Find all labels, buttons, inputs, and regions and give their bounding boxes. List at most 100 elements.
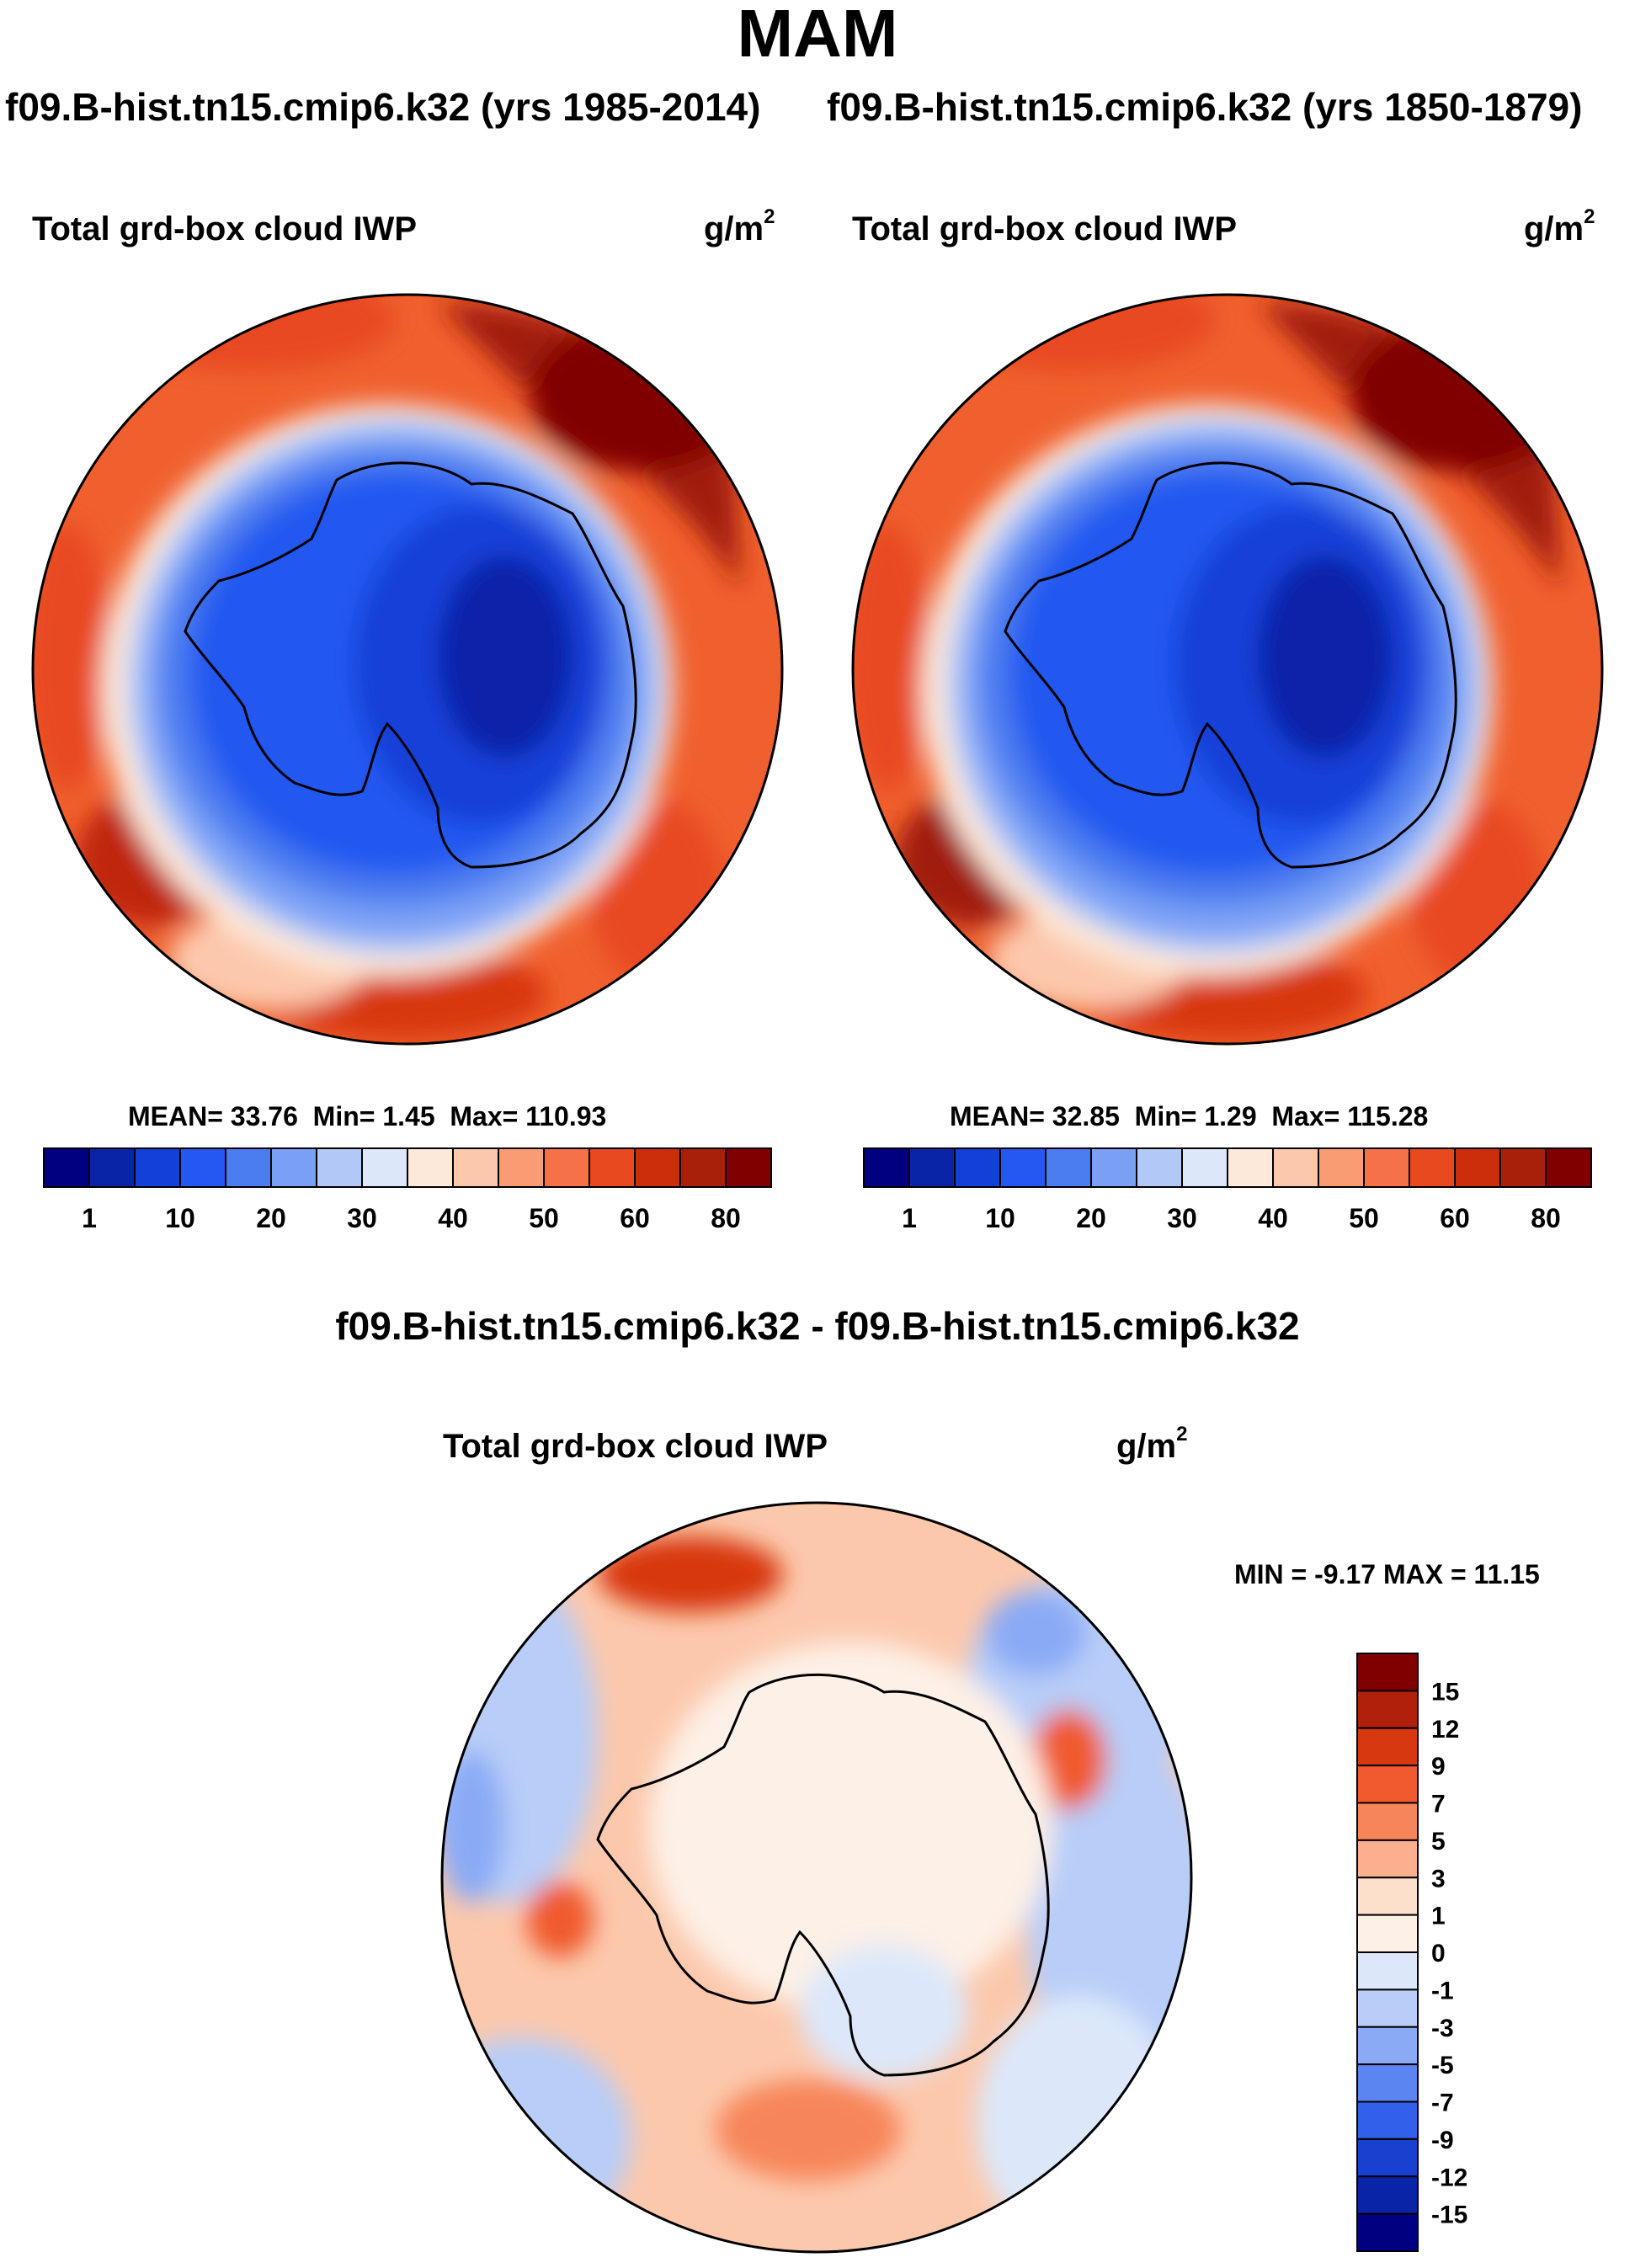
colorbar3-swatch [1356,1802,1419,1841]
colorbar3-swatch [1356,1690,1419,1729]
colorbar3-swatch [1356,1877,1419,1916]
panel2-max-value: 115.28 [1347,1101,1429,1131]
panel2-min-label: Min= [1134,1101,1197,1131]
colorbar3-swatch [1356,2063,1419,2103]
colorbar1-tick-label: 60 [620,1203,650,1233]
panel1-units: g/m2 [704,205,775,248]
colorbar1-swatch [452,1147,499,1188]
panel2-mean-value: 32.85 [1052,1101,1120,1131]
colorbar2-swatch [1409,1147,1456,1188]
map-panel1 [31,293,784,1046]
colorbar2-swatch [1090,1147,1137,1188]
colorbar3-tick-label: -3 [1431,2015,1454,2042]
map2-border [851,293,1604,1046]
colorbar3-tick-label: 15 [1431,1678,1459,1706]
panel1-max-value: 110.93 [525,1101,607,1131]
colorbar2-tick-label: 60 [1440,1203,1470,1233]
colorbar3-tick-label: -12 [1431,2164,1467,2191]
map-panel2 [851,293,1604,1046]
colorbar3-tick-label: 9 [1431,1753,1446,1781]
panel2-min-value: 1.29 [1204,1101,1257,1131]
colorbar2-tick-label: 10 [985,1203,1015,1233]
colorbar1-swatch [134,1147,181,1188]
colorbar2-swatch [1499,1147,1547,1188]
colorbar1-tick-label: 20 [256,1203,286,1233]
colorbar3-swatch [1356,1914,1419,1953]
colorbar3-swatch [1356,2138,1419,2178]
colorbar3-tick-label: 5 [1431,1828,1446,1855]
colorbar2-swatch [999,1147,1047,1188]
colorbar2-swatch [1227,1147,1274,1188]
colorbar1-swatch [498,1147,545,1188]
panel2-units: g/m2 [1524,205,1595,248]
colorbar1-swatch [407,1147,454,1188]
colorbar2-swatch [1181,1147,1228,1188]
colorbar3-swatch [1356,1951,1419,1991]
colorbar3-tick-label: 7 [1431,1791,1446,1818]
colorbar1-swatch [88,1147,136,1188]
colorbar2-swatch [1454,1147,1501,1188]
panel1-mean-label: MEAN= [128,1101,223,1131]
colorbar1-tick-label: 30 [347,1203,377,1233]
colorbar3-swatch [1356,2212,1419,2252]
colorbar1-swatch [725,1147,772,1188]
panel1-mean-value: 33.76 [230,1101,298,1131]
panel3-units: g/m2 [1116,1423,1188,1465]
colorbar2-tick-label: 40 [1258,1203,1288,1233]
panel1-max-label: Max= [450,1101,519,1131]
panel1-title: Total grd-box cloud IWP [32,210,417,248]
panel2-title: Total grd-box cloud IWP [852,210,1237,248]
colorbar2-swatch [863,1147,910,1188]
colorbar1-swatch [316,1147,363,1188]
colorbar1-tick-label: 50 [529,1203,559,1233]
colorbar3-tick-label: 0 [1431,1940,1446,1967]
panel3-title: Total grd-box cloud IWP [443,1428,828,1465]
colorbar3-swatch [1356,1988,1419,2028]
colorbar2-swatch [1363,1147,1410,1188]
colorbar3-swatch [1356,2100,1419,2140]
colorbar3-swatch [1356,1727,1419,1767]
colorbar3-swatch [1356,2175,1419,2215]
colorbar1-swatch [588,1147,636,1188]
colorbar1-swatch [43,1147,90,1188]
colorbar1-swatch [634,1147,681,1188]
colorbar3-tick-label: -9 [1431,2127,1454,2154]
colorbar1-tick-label: 1 [82,1203,97,1233]
colorbar2-swatch [1272,1147,1319,1188]
panel1-min-value: 1.45 [382,1101,435,1131]
colorbar1-swatch [679,1147,727,1188]
subtitle-right: f09.B-hist.tn15.cmip6.k32 (yrs 1850-1879… [827,85,1583,129]
colorbar1-swatch [225,1147,272,1188]
colorbar3-tick-label: -7 [1431,2090,1454,2117]
colorbar1-tick-label: 40 [438,1203,468,1233]
colorbar3-tick-label: -15 [1431,2201,1467,2229]
panel3-max-label: MAX = [1382,1559,1467,1589]
colorbar1-swatch [270,1147,317,1188]
colorbar-panel2: 1 10 20 30 40 50 60 80 [863,1147,1592,1233]
colorbar1-swatch [179,1147,226,1188]
colorbar1-swatch [543,1147,590,1188]
subtitle-left: f09.B-hist.tn15.cmip6.k32 (yrs 1985-2014… [5,85,761,129]
colorbar3-swatch [1356,1765,1419,1804]
colorbar3-tick-label: 12 [1431,1716,1459,1744]
colorbar3-tick-label: 1 [1431,1903,1446,1930]
colorbar2-tick-label: 30 [1167,1203,1197,1233]
colorbar1-tick-label: 10 [165,1203,195,1233]
panel1-min-label: Min= [312,1101,375,1131]
main-title: MAM [737,0,898,71]
colorbar1-swatch [361,1147,408,1188]
panel3-stats: MIN = -9.17 MAX = 11.15 [1234,1559,1540,1590]
colorbar2-swatch [908,1147,956,1188]
colorbar3-swatch [1356,2026,1419,2066]
colorbar3-tick-label: -5 [1431,2052,1454,2079]
panel2-mean-label: MEAN= [950,1101,1045,1131]
map1-border [31,293,784,1046]
colorbar2-swatch [1545,1147,1592,1188]
map3-border [440,1501,1193,2254]
panel3-min-value: -9.17 [1314,1559,1377,1589]
colorbar-panel3: 15 12 9 7 5 3 1 0 -1 -3 -5 -7 -9 -12 -15 [1356,1653,1467,2252]
colorbar2-swatch [1136,1147,1183,1188]
panel2-max-label: Max= [1271,1101,1340,1131]
colorbar2-tick-label: 20 [1076,1203,1106,1233]
